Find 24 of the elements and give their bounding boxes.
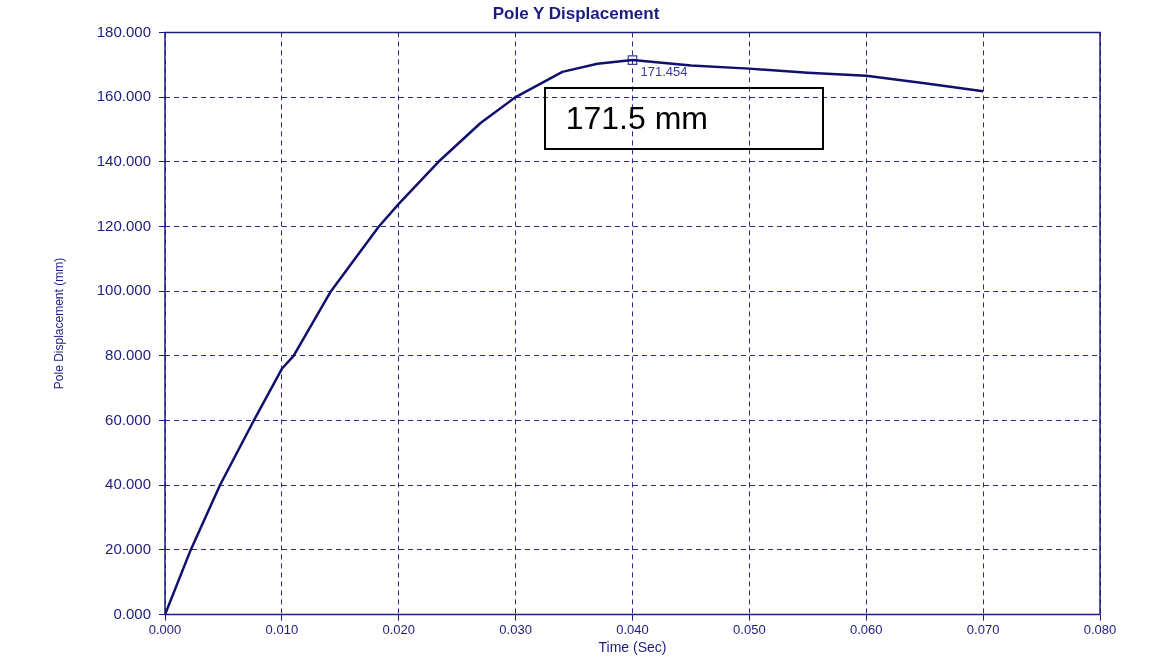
y-tick-label: 180.000 [96, 22, 151, 40]
annotation: 171.454 [640, 64, 688, 80]
x-tick-label: 0.040 [616, 621, 649, 637]
y-tick-label: 80.000 [105, 345, 151, 363]
x-tick-label: 0.030 [499, 621, 532, 637]
y-axis-title: Pole Displacement (mm) [51, 257, 66, 390]
x-tick-label: 0.070 [966, 621, 1000, 637]
y-tick-label: 40.000 [105, 475, 151, 493]
y-tick-label: 140.000 [96, 151, 151, 169]
x-tick-label: 0.000 [148, 621, 182, 637]
chart-title: Pole Y Displacement [492, 3, 660, 23]
x-tick-label: 0.060 [849, 621, 883, 637]
y-tick-label: 20.000 [105, 540, 151, 558]
y-tick-label: 120.000 [96, 216, 151, 234]
x-tick-label: 0.020 [382, 621, 416, 637]
y-tick-label: 60.000 [105, 410, 151, 428]
x-axis-title: Time (Sec) [598, 639, 667, 656]
y-tick-label: 0.000 [113, 604, 151, 622]
x-tick-label: 0.080 [1083, 621, 1117, 637]
y-tick-label: 100.000 [96, 281, 151, 299]
x-tick-label: 0.010 [265, 621, 299, 637]
x-tick-label: 0.050 [733, 621, 766, 637]
y-tick-label: 160.000 [96, 87, 151, 105]
note-box: 171.5 mm [543, 86, 825, 150]
